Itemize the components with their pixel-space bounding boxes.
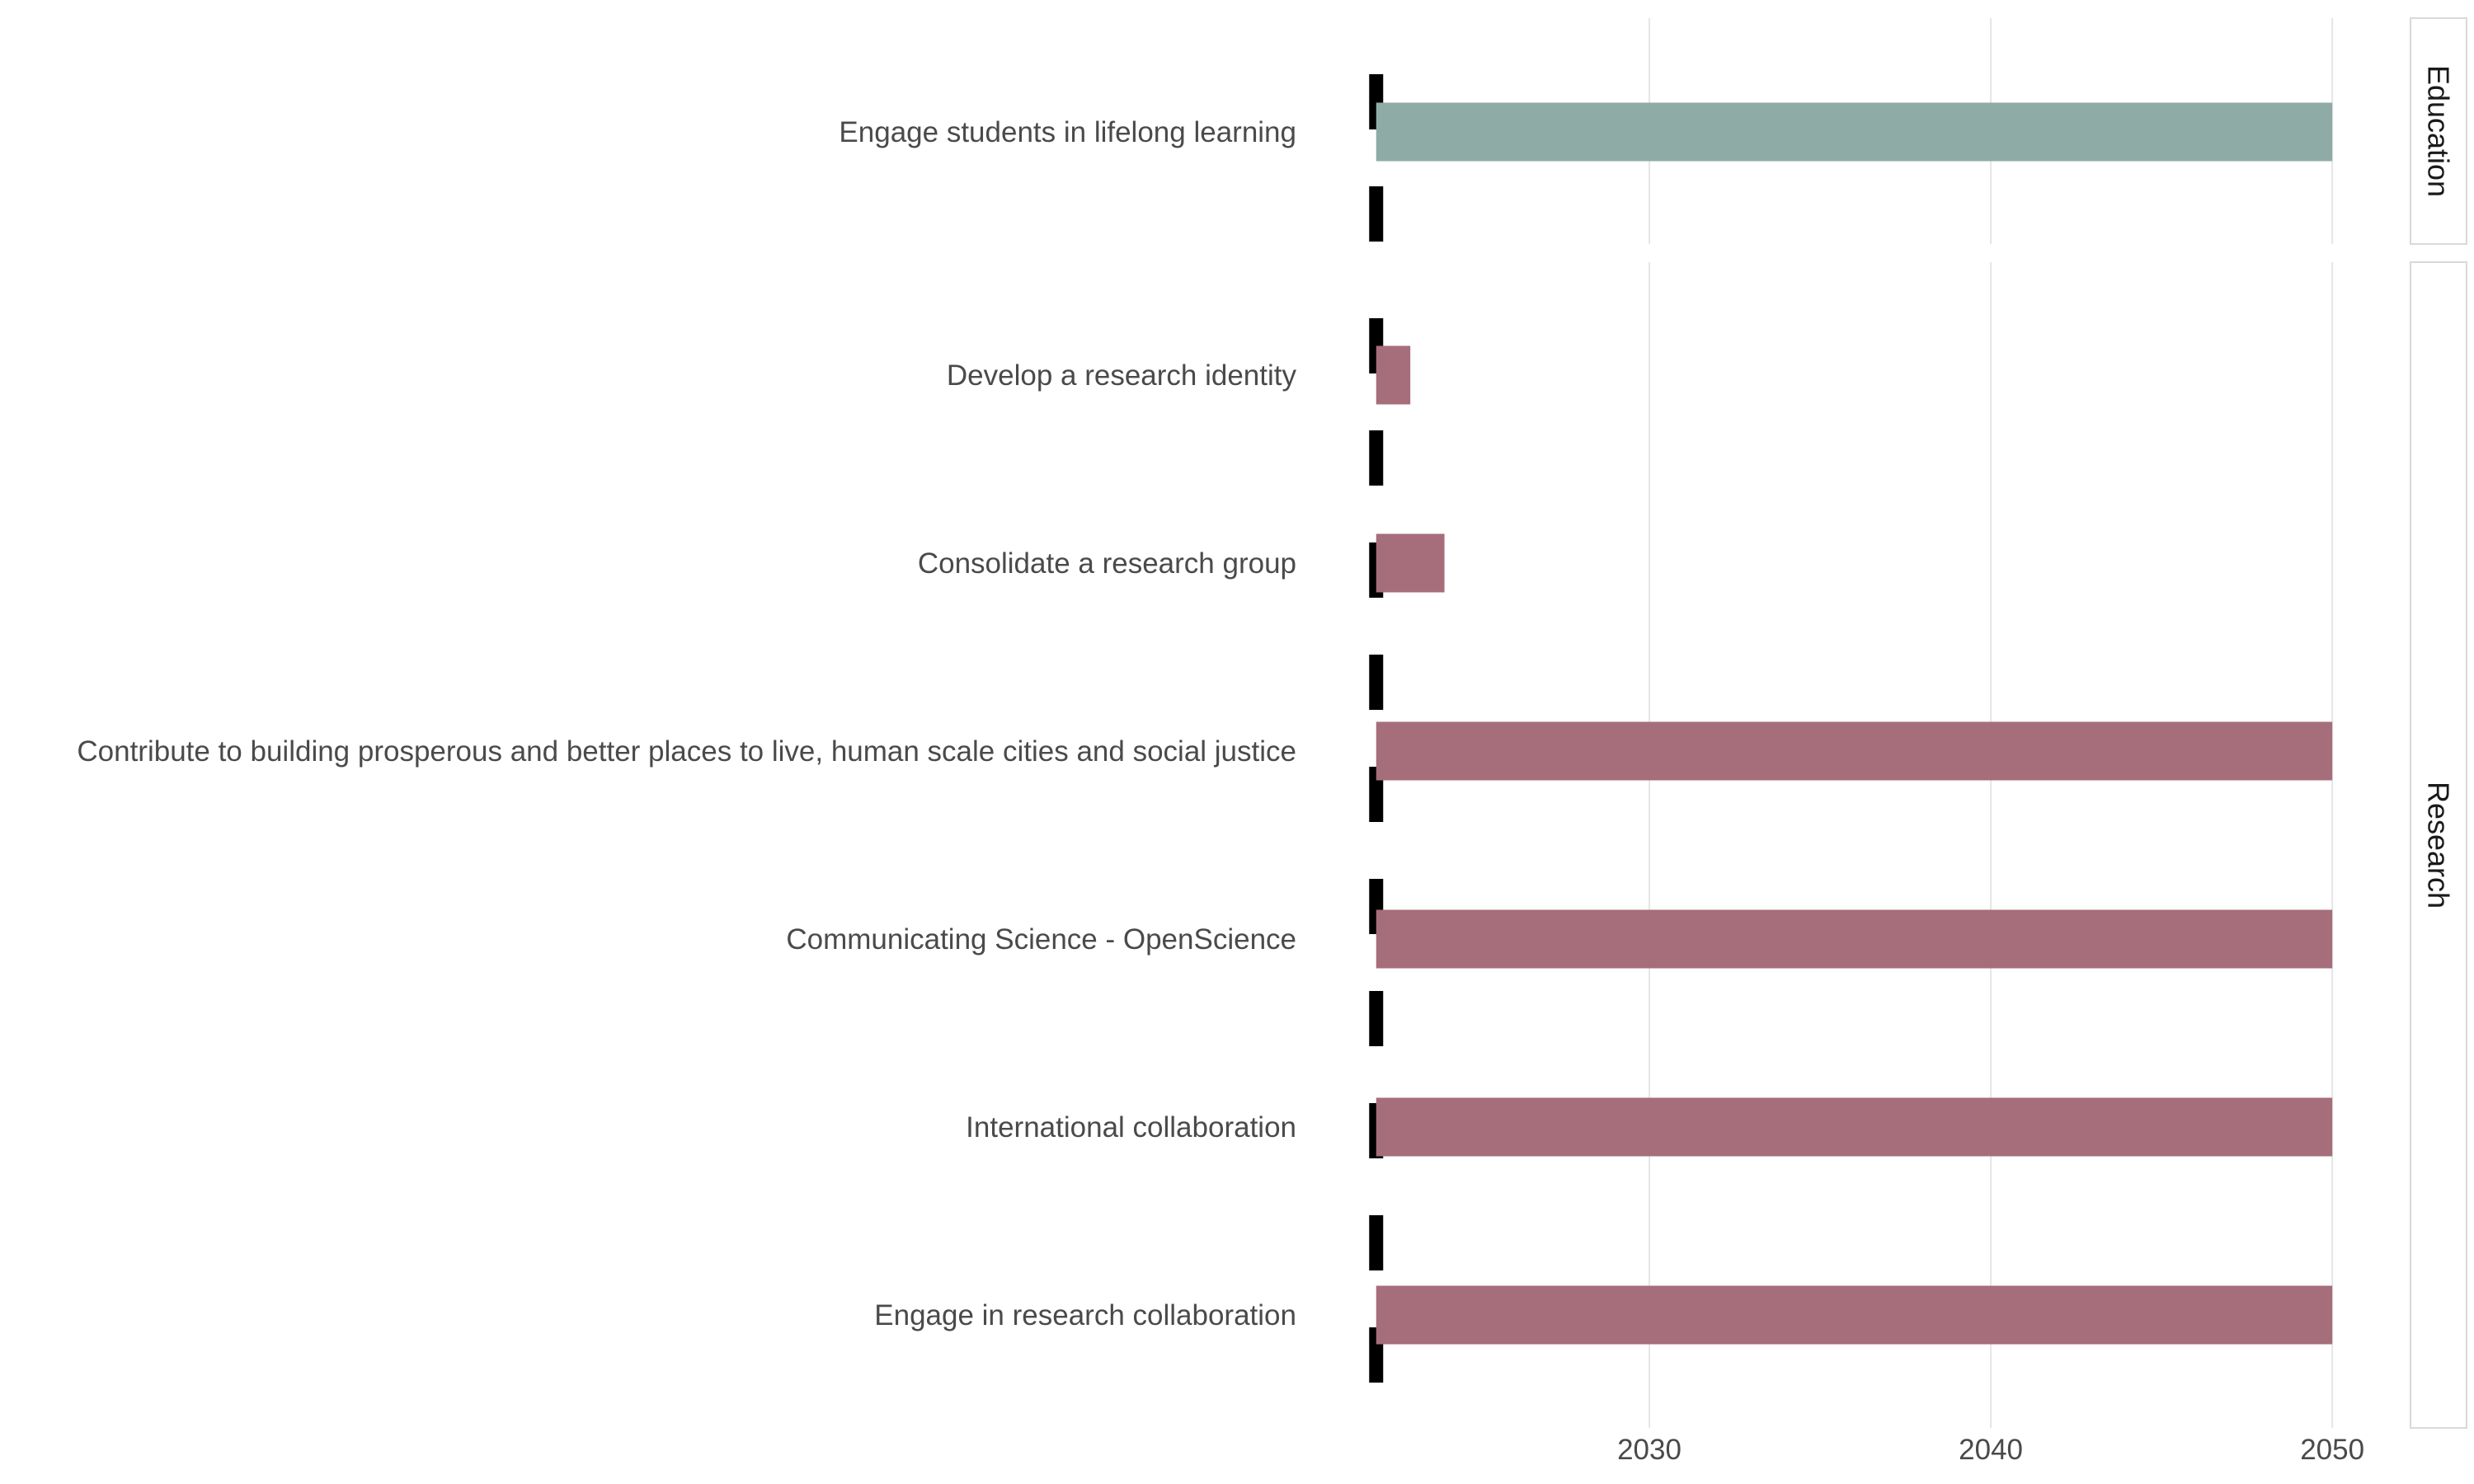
grid-layer xyxy=(1649,18,2334,1428)
start-marker-dash xyxy=(1369,186,1384,242)
start-marker-dash xyxy=(1369,655,1384,710)
x-tick-label: 2040 xyxy=(1959,1434,2023,1466)
row-label: Communicating Science - OpenScience xyxy=(786,923,1296,956)
facet-label: Research xyxy=(2422,782,2456,909)
row-label: Develop a research identity xyxy=(947,359,1297,392)
bar xyxy=(1376,721,2333,781)
bar xyxy=(1376,1097,2333,1157)
row-label: International collaboration xyxy=(966,1111,1296,1144)
facet-strips: Education Research xyxy=(2410,17,2467,1429)
start-marker-dash xyxy=(1369,430,1384,486)
bar xyxy=(1376,345,1411,405)
start-marker-dash xyxy=(1369,991,1384,1046)
row-label: Contribute to building prosperous and be… xyxy=(77,735,1296,768)
row-label: Engage students in lifelong learning xyxy=(839,116,1296,148)
x-tick-label: 2030 xyxy=(1617,1434,1681,1466)
bar xyxy=(1376,909,2333,969)
start-marker-dash xyxy=(1369,1215,1384,1270)
row-label: Consolidate a research group xyxy=(918,547,1296,580)
facet-strip xyxy=(2410,261,2467,1429)
bar xyxy=(1376,533,1445,593)
bar-layer xyxy=(1376,102,2333,1345)
start-marker-dash xyxy=(1369,767,1384,822)
x-tick-label: 2050 xyxy=(2300,1434,2364,1466)
bar xyxy=(1376,1285,2333,1345)
row-label-layer: Engage students in lifelong learning Deve… xyxy=(77,116,1296,1331)
facet-label: Education xyxy=(2422,65,2456,197)
row-label: Engage in research collaboration xyxy=(874,1299,1296,1331)
bar xyxy=(1376,102,2333,162)
facet-strip xyxy=(2410,17,2467,245)
x-axis: 2030 2040 2050 xyxy=(1617,1434,2364,1466)
